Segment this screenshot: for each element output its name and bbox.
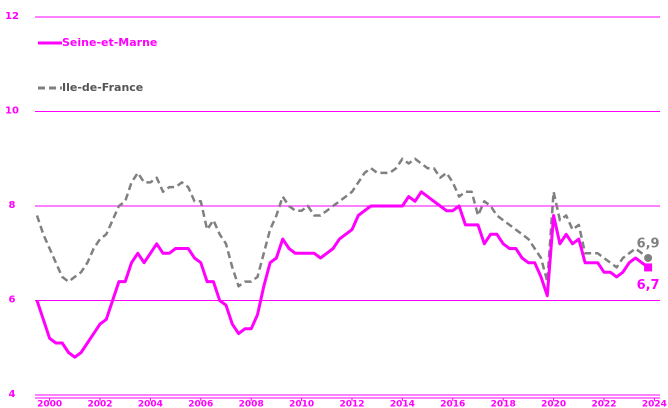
legend-label: Seine-et-Marne <box>62 36 157 49</box>
y-tick-label: 12 <box>5 11 19 22</box>
end-label: 6,7 <box>637 278 660 293</box>
x-tick-label: 2010 <box>289 400 314 408</box>
series-line <box>35 190 649 359</box>
x-tick-label: 2022 <box>591 400 616 408</box>
end-marker <box>644 263 653 272</box>
x-tick-label: 2000 <box>37 400 62 408</box>
x-tick-label: 2014 <box>390 400 415 408</box>
legend-label: Ile-de-France <box>62 81 143 94</box>
x-tick-label: 2024 <box>642 400 667 408</box>
y-tick-label: 4 <box>9 389 16 400</box>
end-label: 6,9 <box>637 236 660 251</box>
x-tick-label: 2020 <box>541 400 566 408</box>
x-tick-label: 2012 <box>339 400 364 408</box>
y-tick-label: 6 <box>9 295 16 306</box>
series-line <box>35 157 649 288</box>
x-tick-label: 2018 <box>491 400 516 408</box>
x-tick-label: 2004 <box>138 400 163 408</box>
x-tick-label: 2006 <box>188 400 213 408</box>
y-tick-label: 8 <box>9 200 16 211</box>
x-tick-label: 2008 <box>239 400 264 408</box>
x-tick-label: 2002 <box>87 400 112 408</box>
y-tick-label: 10 <box>5 106 19 117</box>
x-tick-label: 2016 <box>440 400 465 408</box>
end-marker <box>644 253 653 262</box>
